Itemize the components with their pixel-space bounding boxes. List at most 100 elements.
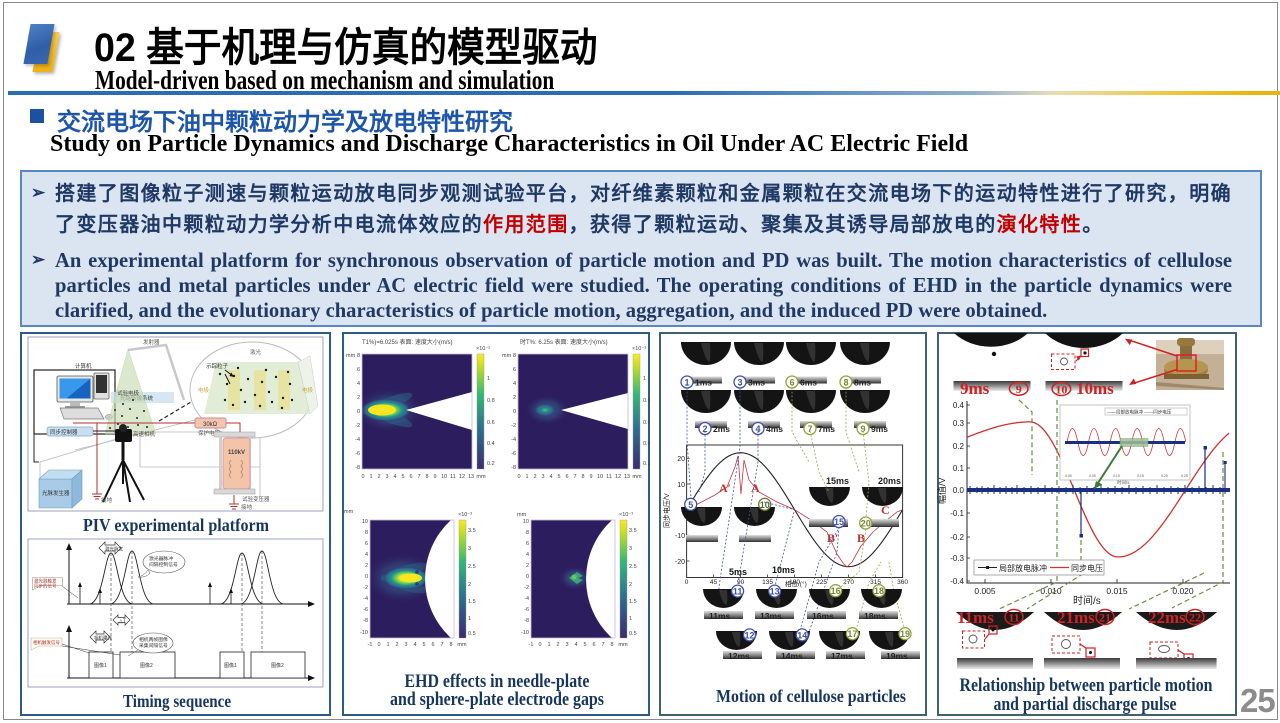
svg-text:10ms: 10ms — [772, 565, 795, 575]
svg-text:B′: B′ — [827, 531, 838, 545]
svg-text:0.25: 0.25 — [1181, 474, 1188, 478]
svg-text:-8: -8 — [524, 618, 529, 624]
svg-text:0.010: 0.010 — [1040, 586, 1062, 596]
svg-text:-1: -1 — [529, 642, 534, 648]
svg-text:激光器触发: 激光器触发 — [34, 578, 57, 585]
svg-text:0.4: 0.4 — [643, 441, 650, 447]
svg-text:4: 4 — [549, 474, 552, 480]
svg-text:2.5: 2.5 — [629, 564, 637, 570]
svg-text:图像2: 图像2 — [271, 662, 284, 669]
svg-text:225: 225 — [816, 579, 827, 586]
svg-text:-0.1: -0.1 — [950, 509, 964, 518]
svg-text:2.5: 2.5 — [468, 564, 476, 570]
svg-text:0.6: 0.6 — [487, 420, 495, 426]
svg-text:8: 8 — [843, 378, 848, 388]
svg-text:270: 270 — [843, 579, 854, 586]
svg-text:135: 135 — [762, 579, 773, 586]
svg-text:0.4: 0.4 — [953, 401, 965, 410]
svg-text:PIV experimental platform: PIV experimental platform — [83, 515, 269, 535]
svg-text:图像1: 图像1 — [224, 662, 237, 669]
svg-text:13: 13 — [770, 587, 780, 597]
svg-text:mm: mm — [457, 642, 467, 648]
svg-text:-6: -6 — [511, 451, 516, 457]
svg-text:11ms: 11ms — [709, 611, 731, 621]
svg-text:5: 5 — [422, 642, 425, 648]
svg-text:12: 12 — [459, 474, 465, 480]
svg-text:2: 2 — [365, 563, 368, 569]
svg-text:采集间隔信号: 采集间隔信号 — [139, 642, 168, 649]
svg-text:0.6: 0.6 — [643, 420, 650, 426]
svg-text:9: 9 — [589, 474, 592, 480]
svg-text:0.020: 0.020 — [1172, 586, 1194, 596]
svg-text:17ms: 17ms — [831, 651, 853, 661]
svg-text:14: 14 — [797, 630, 807, 640]
svg-text:2: 2 — [468, 582, 471, 588]
svg-text:3: 3 — [629, 546, 632, 552]
svg-text:×10⁻³: ×10⁻³ — [632, 346, 646, 352]
svg-text:6: 6 — [357, 367, 360, 373]
svg-text:-10: -10 — [675, 533, 685, 540]
svg-text:×10⁻³: ×10⁻³ — [619, 512, 633, 518]
svg-text:0.8: 0.8 — [487, 398, 495, 404]
svg-text:22: 22 — [1189, 611, 1201, 625]
svg-text:9: 9 — [1016, 382, 1022, 396]
svg-text:计算机: 计算机 — [75, 362, 92, 370]
svg-text:-8: -8 — [355, 465, 360, 471]
svg-text:5ms: 5ms — [729, 567, 747, 577]
svg-text:360: 360 — [897, 579, 908, 586]
svg-text:22ms: 22ms — [1148, 608, 1186, 627]
svg-text:6: 6 — [565, 474, 568, 480]
svg-text:高速相机: 高速相机 — [133, 430, 156, 438]
svg-text:4: 4 — [574, 642, 577, 648]
svg-text:21ms: 21ms — [1057, 608, 1095, 627]
svg-text:△T: △T — [119, 619, 126, 625]
svg-text:8: 8 — [513, 353, 516, 359]
svg-text:时间/s: 时间/s — [1073, 594, 1101, 607]
svg-text:1ms: 1ms — [695, 378, 712, 388]
svg-text:1.5: 1.5 — [629, 599, 637, 605]
svg-text:相机曝光: 相机曝光 — [94, 635, 112, 642]
svg-text:315: 315 — [870, 579, 881, 586]
svg-text:8: 8 — [365, 530, 368, 536]
svg-text:mm: mm — [517, 512, 527, 518]
svg-text:4: 4 — [393, 474, 396, 480]
svg-text:激光器脉冲: 激光器脉冲 — [149, 555, 173, 562]
svg-text:3: 3 — [385, 474, 388, 480]
svg-text:0.00: 0.00 — [1065, 474, 1072, 478]
svg-text:激光: 激光 — [250, 348, 262, 356]
svg-text:-6: -6 — [524, 607, 529, 613]
svg-text:-8: -8 — [363, 618, 368, 624]
svg-text:0: 0 — [517, 474, 520, 480]
svg-text:5: 5 — [688, 500, 693, 510]
svg-text:×10⁻³: ×10⁻³ — [458, 512, 472, 518]
svg-text:1: 1 — [468, 616, 471, 622]
svg-text:图像2: 图像2 — [140, 662, 153, 669]
svg-text:时间/s: 时间/s — [1117, 479, 1130, 486]
svg-text:0.15: 0.15 — [1137, 474, 1144, 478]
svg-text:mm: mm — [344, 509, 354, 515]
svg-text:13: 13 — [624, 474, 630, 480]
svg-text:-8: -8 — [511, 465, 516, 471]
svg-text:B: B — [857, 531, 865, 545]
svg-text:15: 15 — [834, 517, 844, 527]
svg-text:0.015: 0.015 — [1106, 586, 1128, 596]
svg-text:5: 5 — [557, 474, 560, 480]
svg-text:×10⁻²: ×10⁻² — [476, 346, 490, 352]
svg-text:4ms: 4ms — [766, 424, 783, 434]
svg-text:4: 4 — [526, 552, 529, 558]
svg-text:16: 16 — [831, 586, 841, 596]
svg-text:19ms: 19ms — [886, 651, 908, 661]
svg-text:30kΩ: 30kΩ — [203, 422, 218, 428]
svg-text:接地: 接地 — [101, 496, 113, 504]
svg-text:11: 11 — [733, 587, 743, 597]
svg-text:11: 11 — [450, 474, 456, 480]
svg-text:时T%: 6.25s 表面: 速度大小(m/s): 时T%: 6.25s 表面: 速度大小(m/s) — [520, 338, 608, 346]
svg-text:-10: -10 — [360, 630, 368, 636]
svg-text:7: 7 — [573, 474, 576, 480]
svg-text:9ms: 9ms — [871, 424, 888, 434]
svg-text:mm: mm — [502, 353, 512, 359]
svg-text:1: 1 — [643, 376, 646, 382]
svg-text:10: 10 — [760, 500, 770, 510]
svg-text:15ms: 15ms — [826, 476, 849, 486]
svg-text:-6: -6 — [363, 607, 368, 613]
